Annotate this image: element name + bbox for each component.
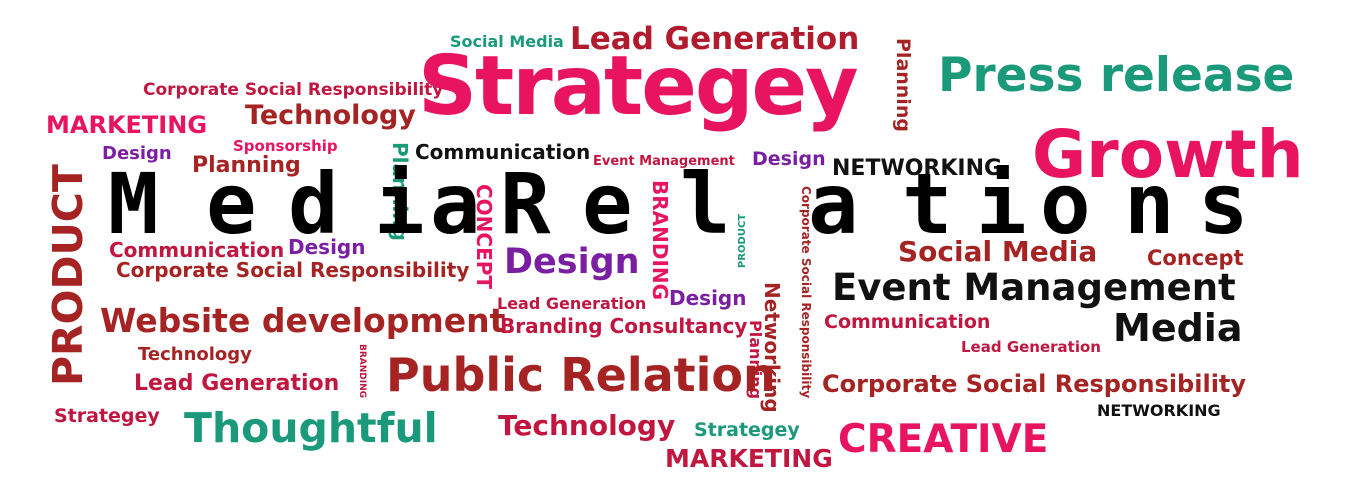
title-letter: n bbox=[1124, 155, 1175, 253]
word-thoughtful: Thoughtful bbox=[184, 404, 438, 452]
word-marketing-bottom: MARKETING bbox=[665, 444, 833, 473]
word-communication-top: Communication bbox=[415, 140, 591, 164]
word-networking-bottom: NETWORKING bbox=[1097, 401, 1221, 420]
word-design-1: Design bbox=[102, 143, 172, 164]
word-strategey-small: Strategey bbox=[54, 405, 160, 427]
word-event-management-big: Event Management bbox=[832, 266, 1236, 309]
word-marketing-left: MARKETING bbox=[46, 111, 208, 139]
title-letter: l bbox=[680, 155, 731, 253]
banner-title: M e d i a R e l a t i o n s bbox=[108, 162, 1268, 254]
word-sponsorship: Sponsorship bbox=[233, 137, 338, 155]
title-letter: s bbox=[1198, 155, 1249, 253]
title-letter: i bbox=[976, 155, 1027, 253]
word-technology-top: Technology bbox=[245, 100, 416, 131]
word-design-4: Design bbox=[504, 242, 640, 282]
word-media-right: Media bbox=[1113, 306, 1243, 350]
word-planning-1: Planning bbox=[192, 153, 301, 178]
title-letter: a bbox=[808, 155, 859, 253]
word-strategey-main: Strategey bbox=[418, 39, 859, 134]
word-planning-vertical-top: Planning bbox=[892, 38, 914, 132]
word-creative: CREATIVE bbox=[838, 417, 1049, 462]
word-design-2: Design bbox=[752, 148, 826, 170]
word-corporate-social-responsibility-1: Corporate Social Responsibility bbox=[143, 80, 444, 100]
title-letter: o bbox=[1040, 155, 1091, 253]
word-corporate-social-responsibility-3: Corporate Social Responsibility bbox=[822, 370, 1247, 398]
word-product-vertical: PRODUCT bbox=[44, 164, 92, 386]
title-letter: t bbox=[902, 155, 953, 253]
word-networking-top: NETWORKING bbox=[832, 156, 1003, 181]
title-letter: a bbox=[430, 155, 481, 253]
word-event-management-small: Event Management bbox=[593, 154, 735, 169]
word-strategey-bottom: Strategey bbox=[694, 419, 800, 441]
word-lead-generation-right: Lead Generation bbox=[961, 338, 1101, 356]
word-branding-consultancy: Branding Consultancy bbox=[500, 314, 748, 338]
word-lead-generation-top: Lead Generation bbox=[570, 21, 860, 57]
word-lead-generation-left: Lead Generation bbox=[134, 371, 340, 396]
word-communication-2: Communication bbox=[109, 238, 285, 262]
word-design-3: Design bbox=[288, 235, 366, 259]
title-letter: e bbox=[582, 155, 633, 253]
title-letter: R bbox=[500, 155, 551, 253]
word-lead-generation-mid: Lead Generation bbox=[497, 294, 647, 313]
word-social-media-right: Social Media bbox=[898, 235, 1098, 268]
word-branding-vertical-small: BRANDING bbox=[357, 344, 367, 399]
word-communication-right: Communication bbox=[824, 311, 991, 333]
word-technology-bottom: Technology bbox=[498, 409, 676, 442]
title-letter: i bbox=[374, 155, 425, 253]
word-corporate-social-responsibility-2: Corporate Social Responsibility bbox=[116, 258, 470, 282]
word-public-relation: Public Relation bbox=[386, 348, 776, 402]
word-social-media-top: Social Media bbox=[450, 32, 564, 51]
word-growth: Growth bbox=[1032, 116, 1304, 193]
title-letter: e bbox=[206, 155, 257, 253]
title-letter: M bbox=[108, 155, 159, 253]
word-press-release: Press release bbox=[938, 48, 1295, 103]
word-website-development: Website development bbox=[100, 301, 506, 340]
title-letter: d bbox=[288, 155, 339, 253]
word-design-5: Design bbox=[669, 286, 747, 310]
word-concept-right: Concept bbox=[1147, 246, 1244, 270]
word-technology-2: Technology bbox=[138, 344, 252, 365]
